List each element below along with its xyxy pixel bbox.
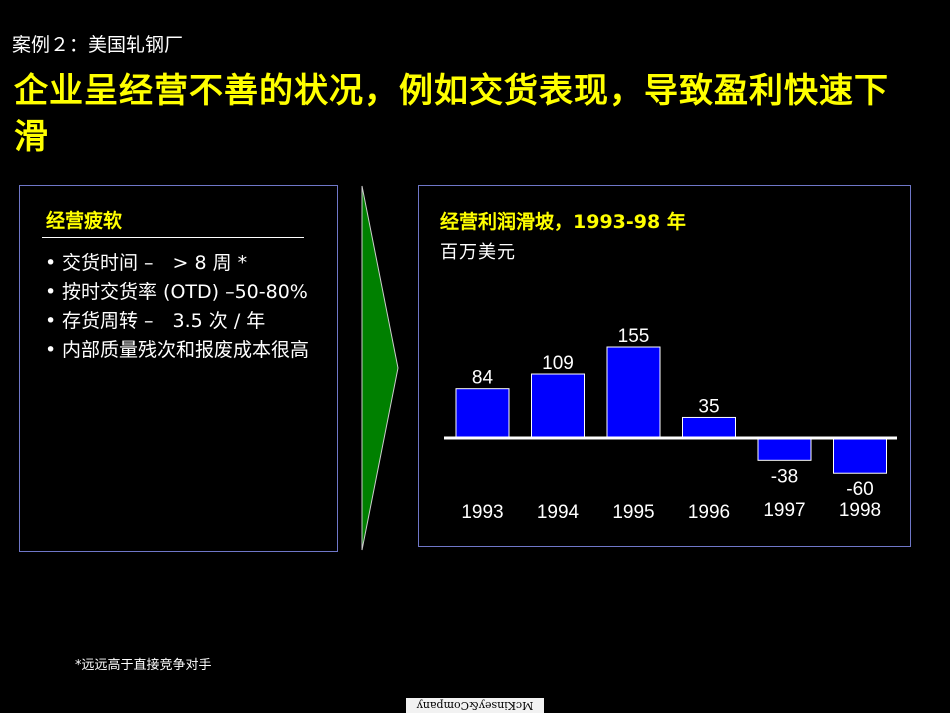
chart-value-label: -60	[846, 479, 873, 500]
bullet-dot: •	[45, 339, 57, 361]
chart-value-label: 35	[698, 396, 719, 417]
chart-tick-label: 1998	[839, 500, 881, 521]
bullet-dot: •	[45, 252, 57, 274]
chart-tick-label: 1994	[537, 502, 580, 523]
bullet-item: • 内部质量残次和报废成本很高	[44, 336, 329, 365]
bullet-text: 存货周转 – 3.5 次 / 年	[62, 310, 266, 332]
chart-bar	[606, 346, 661, 439]
chart-value-label: 84	[472, 368, 494, 389]
chart-bar	[757, 437, 812, 461]
chart-bar	[455, 388, 510, 439]
chart-bar	[682, 416, 736, 439]
chart-tick-label: 1996	[688, 502, 730, 523]
bullet-text: 交货时间 – > 8 周 *	[62, 252, 248, 274]
chart-value-label: 155	[618, 326, 650, 347]
page-title: 企业呈经营不善的状况，例如交货表现，导致盈利快速下滑	[14, 71, 889, 157]
bullet-dot: •	[45, 310, 57, 332]
chart-value-label: 109	[542, 353, 574, 374]
chart-unit: 百万美元	[440, 242, 516, 263]
bullet-list: • 交货时间 – > 8 周 * • 按时交货率 (OTD) –50-80% • 存货…	[44, 249, 329, 365]
left-panel-title: 经营疲软	[46, 210, 123, 232]
company-logo: McKinsey&Company	[406, 698, 544, 713]
chart-tick-label: 1995	[612, 502, 654, 523]
bullet-text: 内部质量残次和报废成本很高	[62, 339, 310, 361]
transition-arrow	[361, 185, 399, 551]
chart-tick-label: 1997	[763, 500, 805, 521]
bullet-item: • 按时交货率 (OTD) –50-80%	[44, 278, 329, 307]
case-label: 案例２：美国轧钢厂	[12, 34, 184, 56]
chart-bar	[531, 373, 585, 439]
chart-panel: 84 1993 109 1994 155 1995 35 1996 -38 1997 -60 1998…	[418, 185, 911, 547]
chart-title: 经营利润滑坡，1993-98 年	[440, 211, 686, 233]
bullet-item: • 交货时间 – > 8 周 *	[44, 249, 329, 278]
bullet-item: • 存货周转 – 3.5 次 / 年	[44, 307, 329, 336]
chart-bar	[833, 437, 887, 474]
left-panel: 经营疲软 • 交货时间 – > 8 周 * • 按时交货率 (OTD) –50-80…	[19, 185, 338, 552]
chart-tick-label: 1993	[461, 502, 503, 523]
bullet-text: 按时交货率 (OTD) –50-80%	[62, 281, 308, 303]
bullet-dot: •	[45, 281, 57, 303]
footnote: *远远高于直接竞争对手	[75, 658, 212, 673]
left-panel-rule	[42, 237, 304, 238]
chart-value-label: -38	[771, 466, 798, 487]
